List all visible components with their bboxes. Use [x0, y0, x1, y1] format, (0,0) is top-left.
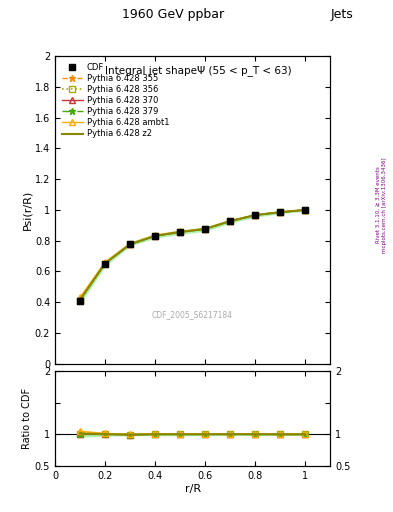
Y-axis label: Psi(r/R): Psi(r/R): [22, 190, 32, 230]
Y-axis label: Ratio to CDF: Ratio to CDF: [22, 388, 32, 449]
Text: Rivet 3.1.10, ≥ 3.3M events: Rivet 3.1.10, ≥ 3.3M events: [376, 166, 380, 243]
Text: 1960 GeV ppbar: 1960 GeV ppbar: [122, 8, 224, 20]
Text: mcplots.cern.ch [arXiv:1306.3436]: mcplots.cern.ch [arXiv:1306.3436]: [382, 157, 387, 252]
Text: Jets: Jets: [331, 8, 354, 20]
Text: CDF_2005_S6217184: CDF_2005_S6217184: [152, 310, 233, 319]
Text: Integral jet shapeΨ (55 < p_T < 63): Integral jet shapeΨ (55 < p_T < 63): [105, 66, 291, 76]
Legend: CDF, Pythia 6.428 355, Pythia 6.428 356, Pythia 6.428 370, Pythia 6.428 379, Pyt: CDF, Pythia 6.428 355, Pythia 6.428 356,…: [59, 60, 172, 141]
X-axis label: r/R: r/R: [184, 483, 201, 494]
